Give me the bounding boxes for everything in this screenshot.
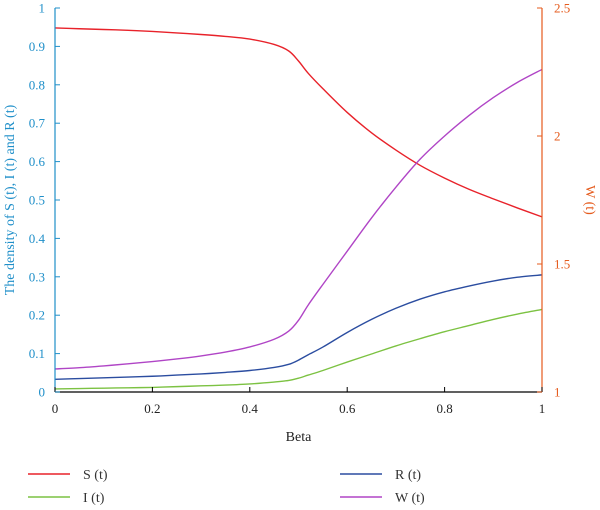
y-right-tick-label: 1 bbox=[554, 385, 561, 400]
series-line-rt bbox=[54, 274, 543, 381]
series-line-wt bbox=[54, 68, 543, 370]
y-left-tick-label: 0.6 bbox=[29, 154, 46, 169]
legend: S (t) I (t) R (t) W (t) bbox=[28, 468, 425, 506]
x-tick-label: 0 bbox=[52, 401, 59, 416]
y-right-tick-label: 2.5 bbox=[554, 1, 570, 16]
x-tick-label: 0.8 bbox=[436, 401, 452, 416]
y-left-tick-label: 0.2 bbox=[29, 308, 45, 323]
y-right-tick-label: 1.5 bbox=[554, 257, 570, 272]
legend-label-rt: R (t) bbox=[395, 468, 421, 483]
series-line-st bbox=[54, 27, 543, 218]
series-line-it bbox=[54, 308, 543, 390]
y-left-tick-label: 0.4 bbox=[29, 231, 46, 246]
y-left-tick-label: 0.3 bbox=[29, 269, 45, 284]
y-right-tick-label: 2 bbox=[554, 129, 561, 144]
y-axis-left-title: The density of S (t), I (t) and R (t) bbox=[3, 104, 18, 295]
legend-label-wt: W (t) bbox=[395, 491, 425, 506]
ticks: 0 0.2 0.4 0.6 0.8 1 0 0.1 0.2 0.3 0.4 0.5 0.6 0.7 0.8 0… bbox=[29, 1, 571, 417]
x-axis-title: Beta bbox=[286, 430, 312, 445]
y-left-tick-label: 0.7 bbox=[29, 116, 46, 131]
x-tick-label: 0.2 bbox=[144, 401, 160, 416]
y-left-tick-label: 0.8 bbox=[29, 77, 45, 92]
y-left-tick-label: 0.5 bbox=[29, 193, 45, 208]
y-left-tick-label: 0.9 bbox=[29, 39, 45, 54]
x-tick-label: 1 bbox=[539, 401, 546, 416]
legend-label-st: S (t) bbox=[83, 468, 108, 483]
y-left-tick-label: 1 bbox=[39, 1, 46, 16]
y-axis-right-title: W (t) bbox=[582, 185, 597, 215]
x-tick-label: 0.4 bbox=[242, 401, 259, 416]
y-left-tick-label: 0 bbox=[39, 385, 46, 400]
y-left-tick-label: 0.1 bbox=[29, 346, 45, 361]
legend-label-it: I (t) bbox=[83, 491, 105, 506]
axes bbox=[54, 8, 543, 393]
plot-area bbox=[54, 27, 543, 390]
x-tick-label: 0.6 bbox=[339, 401, 356, 416]
